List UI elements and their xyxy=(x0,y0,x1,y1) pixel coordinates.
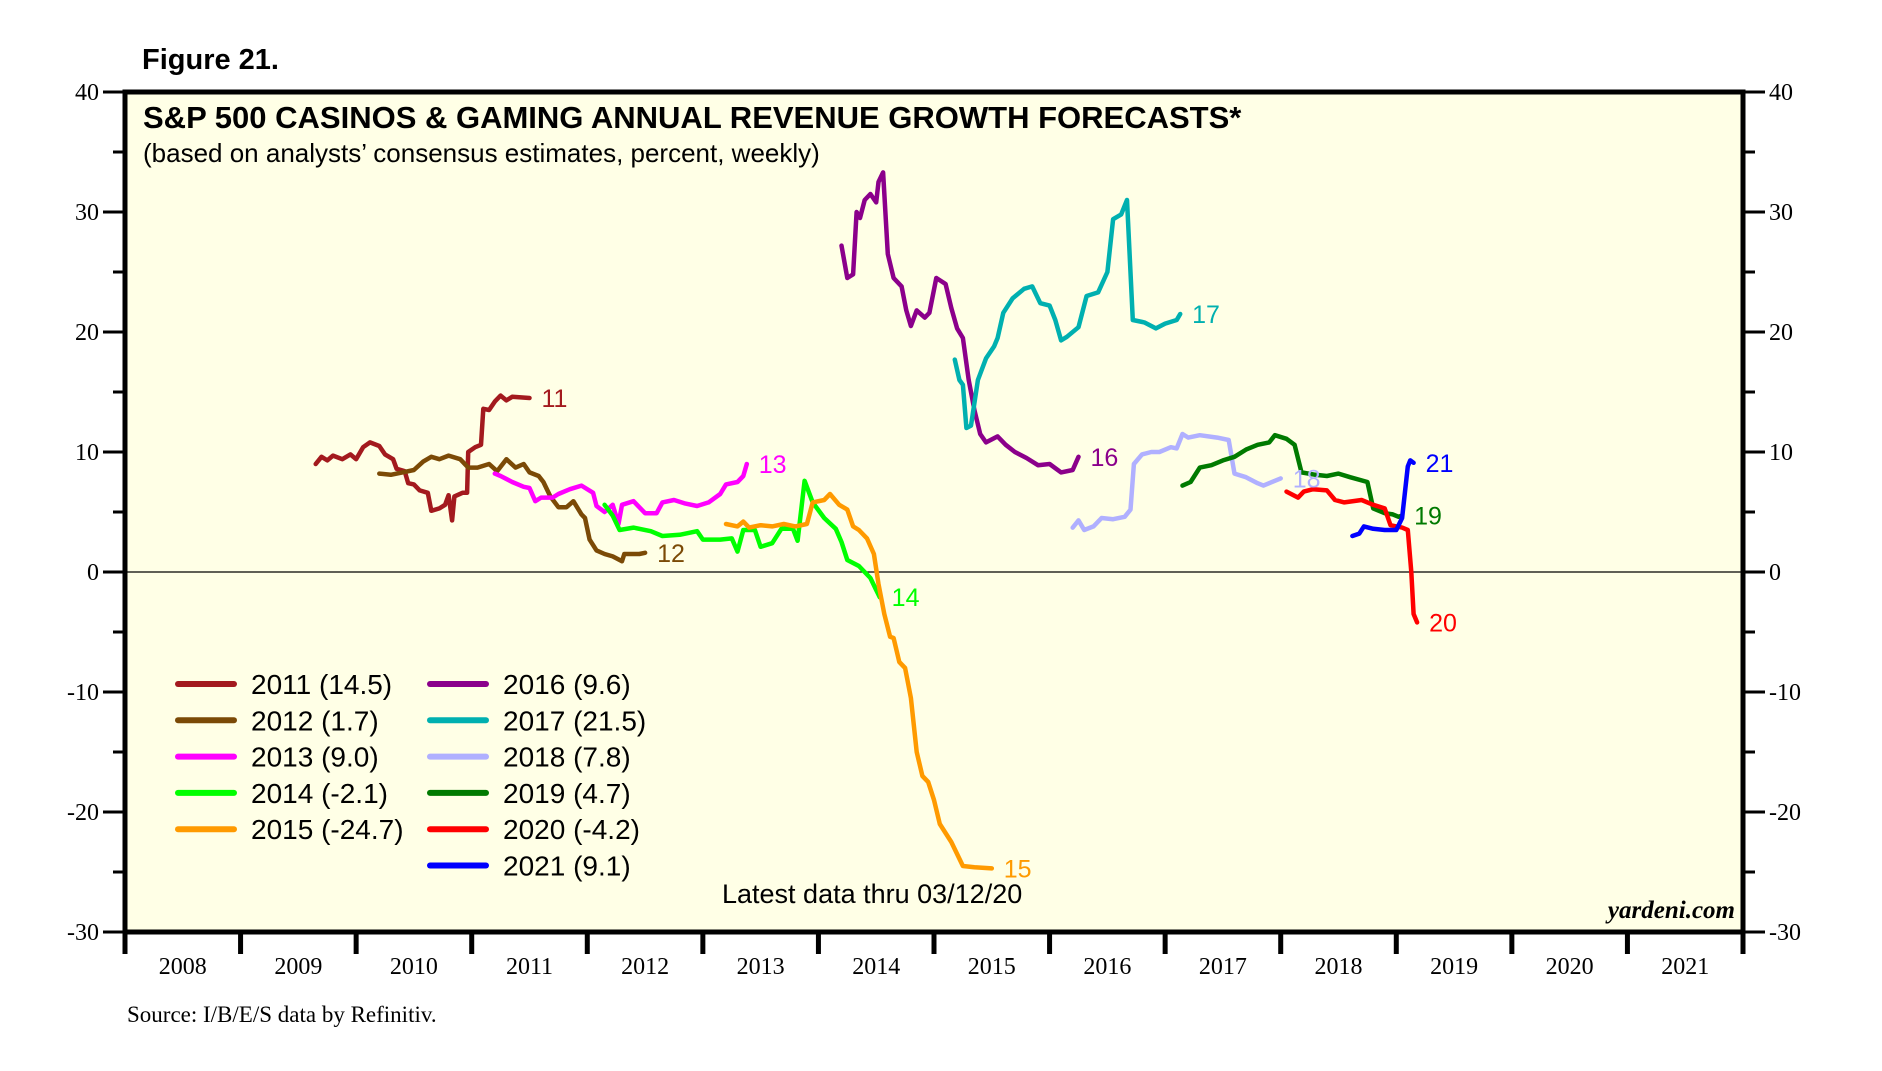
x-tick-label: 2010 xyxy=(390,954,438,980)
x-tick-label: 2011 xyxy=(506,954,553,980)
legend-label-2012: 2012 (1.7) xyxy=(251,705,379,736)
end-label-2014: 14 xyxy=(892,584,920,612)
figure-label: Figure 21. xyxy=(142,44,279,76)
chart-subtitle: (based on analysts’ consensus estimates,… xyxy=(143,138,820,168)
series-line-2021 xyxy=(1350,458,1416,539)
legend-label-2011: 2011 (14.5) xyxy=(251,669,392,700)
y-tick-label-right: 10 xyxy=(1769,440,1793,466)
legend-label-2017: 2017 (21.5) xyxy=(503,705,646,736)
y-tick-label-left: 30 xyxy=(75,200,99,226)
legend-label-2020: 2020 (-4.2) xyxy=(503,814,640,845)
legend-label-2016: 2016 (9.6) xyxy=(503,669,631,700)
y-tick-label-left: -30 xyxy=(67,920,99,946)
legend-label-2013: 2013 (9.0) xyxy=(251,742,379,773)
y-tick-label-left: 0 xyxy=(87,560,99,586)
end-label-2019: 19 xyxy=(1414,503,1442,531)
x-tick-label: 2014 xyxy=(852,954,900,980)
series-line-2014 xyxy=(602,478,882,600)
y-tick-label-left: -20 xyxy=(67,800,99,826)
end-label-2015: 15 xyxy=(1004,855,1032,883)
watermark: yardeni.com xyxy=(1605,897,1735,924)
legend-label-2018: 2018 (7.8) xyxy=(503,742,631,773)
x-tick-label: 2012 xyxy=(621,954,669,980)
y-tick-label-left: 10 xyxy=(75,440,99,466)
series-line-2019 xyxy=(1180,432,1405,520)
x-tick-label: 2009 xyxy=(274,954,322,980)
end-labels: 11 12 13 14 15 16 17 18 19 20 21 xyxy=(542,301,1457,883)
x-tick-label: 2017 xyxy=(1199,954,1247,980)
x-tick-label: 2018 xyxy=(1315,954,1363,980)
end-label-2018: 18 xyxy=(1293,465,1321,493)
legend-label-2019: 2019 (4.7) xyxy=(503,778,631,809)
legend-label-2021: 2021 (9.1) xyxy=(503,851,631,882)
y-tick-label-right: 20 xyxy=(1769,320,1793,346)
chart-title: S&P 500 CASINOS & GAMING ANNUAL REVENUE … xyxy=(143,100,1242,135)
legend-label-2015: 2015 (-24.7) xyxy=(251,814,404,845)
plot-frame xyxy=(122,89,1746,935)
series-line-2015 xyxy=(723,491,995,871)
x-axis: 2008 2009 2010 2011 2012 2013 2014 2015 2016 2017… xyxy=(122,932,1746,980)
series-layer xyxy=(313,170,1420,871)
y-axis: 40 40 30 30 20 20 10 10 0 0 -10 -10 -20 -20 -30 -30 xyxy=(67,80,1801,946)
y-tick-label-left: -10 xyxy=(67,680,99,706)
end-label-2020: 20 xyxy=(1429,609,1457,637)
legend-label-2014: 2014 (-2.1) xyxy=(251,778,388,809)
y-tick-label-left: 40 xyxy=(75,80,99,106)
y-tick-label-right: 40 xyxy=(1769,80,1793,106)
x-tick-label: 2021 xyxy=(1661,954,1709,980)
x-tick-label: 2020 xyxy=(1546,954,1594,980)
series-line-2017 xyxy=(952,197,1183,431)
y-tick-label-right: -10 xyxy=(1769,680,1801,706)
source-note: Source: I/B/E/S data by Refinitiv. xyxy=(127,1002,437,1027)
series-line-2016 xyxy=(839,170,1081,475)
y-tick-label-right: -20 xyxy=(1769,800,1801,826)
x-tick-label: 2013 xyxy=(737,954,785,980)
y-tick-label-right: 30 xyxy=(1769,200,1793,226)
y-tick-label-left: 20 xyxy=(75,320,99,346)
end-label-2017: 17 xyxy=(1192,301,1220,329)
x-tick-label: 2008 xyxy=(159,954,207,980)
plot-area xyxy=(125,92,1743,932)
end-label-2011: 11 xyxy=(542,385,568,413)
latest-data-note: Latest data thru 03/12/20 xyxy=(722,879,1022,909)
x-tick-label: 2019 xyxy=(1430,954,1478,980)
x-tick-label: 2016 xyxy=(1083,954,1131,980)
x-tick-label: 2015 xyxy=(968,954,1016,980)
end-label-2021: 21 xyxy=(1426,450,1454,478)
y-tick-label-right: 0 xyxy=(1769,560,1781,586)
end-label-2013: 13 xyxy=(759,451,787,479)
series-line-2018 xyxy=(1070,431,1283,533)
series-line-2020 xyxy=(1284,486,1420,625)
end-label-2012: 12 xyxy=(657,540,685,568)
series-line-2012 xyxy=(377,453,648,564)
series-line-2011 xyxy=(313,393,532,523)
legend: 2011 (14.5) 2012 (1.7) 2013 (9.0) 2014 (-2.… xyxy=(175,669,646,882)
y-tick-label-right: -30 xyxy=(1769,920,1801,946)
end-label-2016: 16 xyxy=(1090,444,1118,472)
